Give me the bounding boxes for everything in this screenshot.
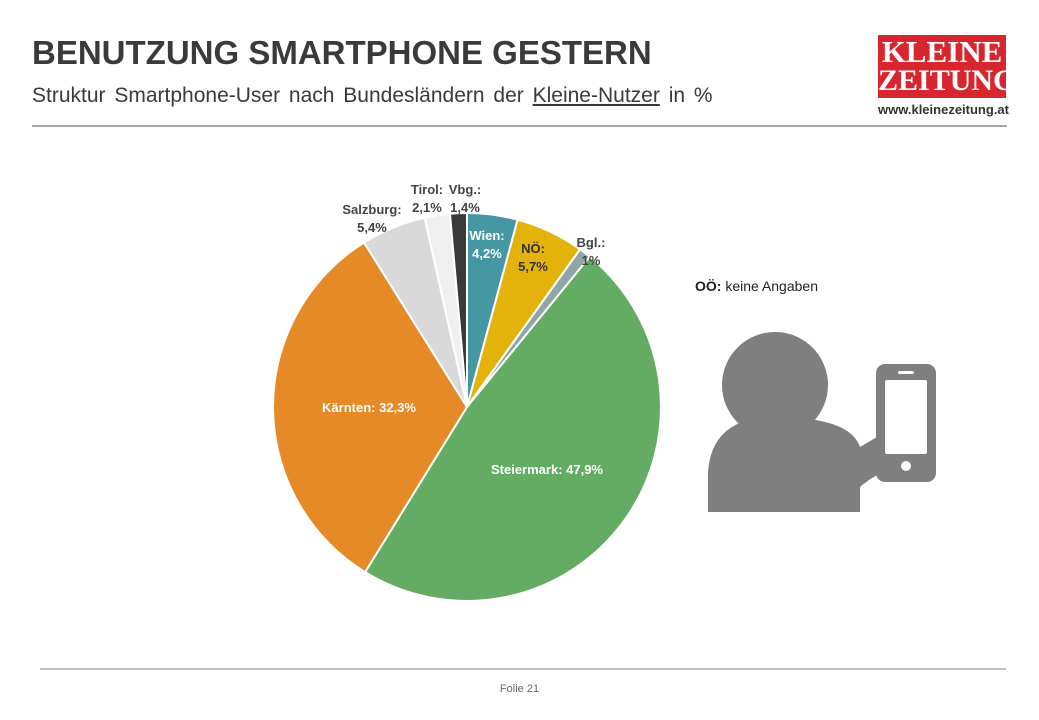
data-label: NÖ: 5,7% [518, 241, 548, 274]
data-label: Vbg.: 1,4% [449, 182, 482, 215]
data-label: Wien: 4,2% [469, 228, 504, 261]
subtitle-unit: in % [668, 84, 713, 107]
header-divider [32, 125, 1007, 127]
slide-number: Folie 21 [499, 683, 540, 695]
subtitle-text: Struktur Smartphone-User nach Bundesländ… [32, 84, 524, 107]
pie-slice [448, 211, 468, 408]
subtitle-underlined-text: Kleine-Nutzer [532, 84, 660, 107]
logo-line-1: KLEINE [881, 34, 1003, 69]
logo-line-2: ZEITUNG [878, 64, 1017, 97]
logo-box: KLEINE ZEITUNG [878, 34, 1017, 98]
footer-divider [40, 668, 1006, 670]
note-text: keine Angaben [725, 278, 818, 294]
data-label: Tirol: 2,1% [411, 182, 443, 215]
kleine-zeitung-logo: KLEINE ZEITUNG www.kleinezeitung.at [878, 34, 1017, 121]
note-label: OÖ: [695, 278, 722, 294]
pie-slice [363, 255, 662, 602]
page-subtitle: Struktur Smartphone-User nach Bundesländ… [32, 84, 713, 108]
smartphone-user-icon [708, 332, 936, 512]
missing-data-note: OÖ: keine Angaben [695, 278, 818, 294]
data-label: Salzburg: 5,4% [342, 202, 401, 235]
pie-slice [272, 241, 469, 574]
data-label: Kärnten: 32,3% [322, 400, 416, 415]
logo-url: www.kleinezeitung.at [878, 102, 1009, 117]
page-title: BENUTZUNG SMARTPHONE GESTERN [32, 34, 652, 71]
data-label: Steiermark: 47,9% [491, 462, 603, 477]
data-label: Bgl.: 1% [577, 235, 606, 268]
